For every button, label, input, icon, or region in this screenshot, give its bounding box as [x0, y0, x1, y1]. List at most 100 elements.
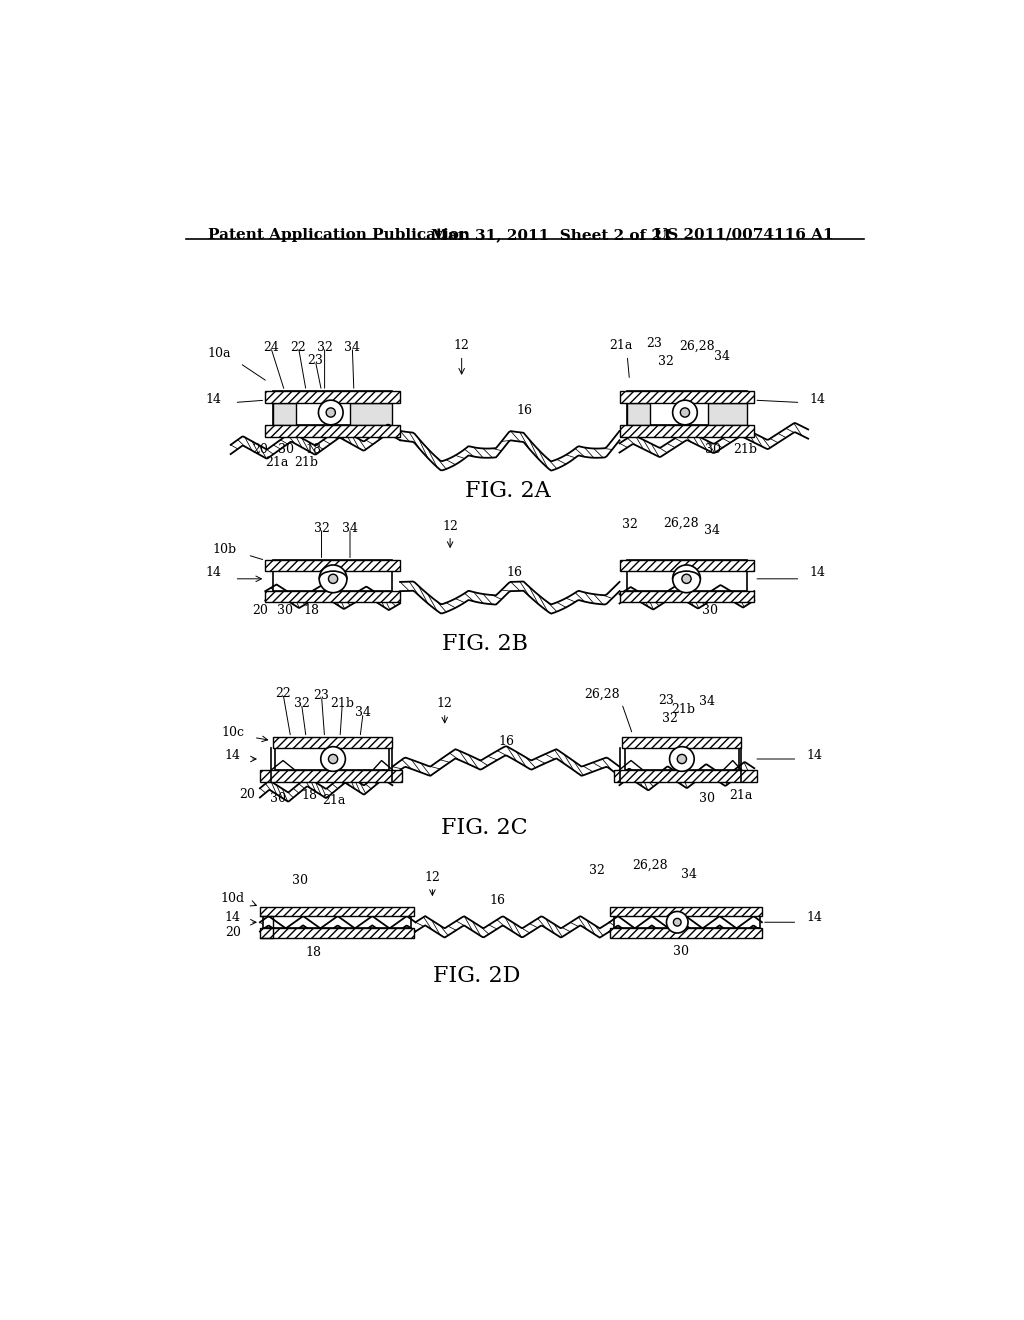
Bar [609, 928, 762, 937]
Text: 30: 30 [270, 792, 287, 805]
Text: 10d: 10d [220, 892, 245, 906]
Text: 23: 23 [307, 354, 324, 367]
Text: 18: 18 [303, 605, 319, 618]
Text: 20: 20 [252, 605, 268, 618]
Text: 30: 30 [292, 874, 308, 887]
Text: 18: 18 [306, 442, 322, 455]
Text: 10b: 10b [213, 543, 237, 556]
Text: FIG. 2D: FIG. 2D [433, 965, 521, 987]
Text: 22: 22 [275, 686, 291, 700]
Bar [625, 748, 739, 770]
Circle shape [682, 574, 691, 583]
Text: 21a: 21a [265, 457, 289, 470]
Polygon shape [628, 404, 650, 425]
Circle shape [318, 400, 343, 425]
Bar [263, 916, 411, 928]
Circle shape [670, 747, 694, 771]
Text: 16: 16 [506, 566, 522, 578]
Bar [265, 425, 400, 437]
Text: 21b: 21b [294, 457, 318, 470]
Bar [273, 561, 392, 591]
Text: 16: 16 [489, 894, 505, 907]
Text: 14: 14 [810, 566, 825, 578]
Text: 21b: 21b [331, 697, 354, 710]
Text: 21b: 21b [672, 702, 695, 715]
Text: 14: 14 [224, 911, 241, 924]
Polygon shape [273, 404, 296, 425]
Bar [622, 738, 741, 748]
Text: 12: 12 [425, 871, 440, 883]
Text: US 2011/0074116 A1: US 2011/0074116 A1 [654, 227, 834, 242]
Circle shape [677, 755, 686, 763]
Bar [620, 591, 755, 602]
Bar [620, 425, 755, 437]
Bar [260, 928, 414, 937]
Bar [609, 907, 762, 916]
Text: 10c: 10c [221, 726, 245, 739]
Text: 21a: 21a [609, 339, 633, 352]
Text: 12: 12 [442, 520, 458, 532]
Text: 34: 34 [681, 867, 696, 880]
Text: 22: 22 [291, 341, 306, 354]
Text: 14: 14 [206, 393, 221, 407]
Text: 30: 30 [705, 442, 721, 455]
Text: 34: 34 [714, 350, 730, 363]
Bar [275, 748, 389, 770]
Bar [628, 561, 746, 591]
Polygon shape [708, 404, 746, 425]
Text: Patent Application Publication: Patent Application Publication [208, 227, 470, 242]
Text: FIG. 2B: FIG. 2B [441, 632, 527, 655]
Circle shape [673, 565, 700, 593]
Circle shape [329, 755, 338, 763]
Text: Mar. 31, 2011  Sheet 2 of 21: Mar. 31, 2011 Sheet 2 of 21 [431, 227, 673, 242]
Text: 21a: 21a [323, 793, 345, 807]
Bar [265, 561, 400, 572]
Text: 26,28: 26,28 [584, 688, 620, 701]
Text: 12: 12 [437, 697, 453, 710]
Text: 23: 23 [657, 693, 674, 706]
Text: 34: 34 [355, 706, 371, 719]
Text: 26,28: 26,28 [680, 339, 715, 352]
Text: 14: 14 [224, 748, 241, 762]
Text: FIG. 2C: FIG. 2C [441, 817, 528, 840]
Text: 32: 32 [622, 517, 638, 531]
Bar [265, 391, 400, 404]
Text: 30: 30 [701, 605, 718, 618]
Text: 30: 30 [279, 442, 294, 455]
Text: FIG. 2A: FIG. 2A [465, 480, 551, 502]
Bar [628, 391, 746, 425]
Text: 26,28: 26,28 [664, 516, 699, 529]
Text: 32: 32 [662, 711, 678, 725]
Text: 30: 30 [673, 945, 689, 958]
Text: 18: 18 [306, 946, 322, 960]
Text: 14: 14 [206, 566, 221, 578]
Text: 20: 20 [225, 927, 241, 939]
Circle shape [674, 919, 681, 927]
Circle shape [319, 565, 347, 593]
Bar [614, 916, 761, 928]
Text: 26,28: 26,28 [633, 858, 668, 871]
Text: 32: 32 [313, 521, 330, 535]
Bar [620, 391, 755, 404]
Text: 14: 14 [810, 393, 825, 407]
Text: 12: 12 [454, 339, 470, 352]
Bar [273, 391, 392, 425]
Text: 21b: 21b [733, 442, 757, 455]
Text: 14: 14 [807, 748, 822, 762]
Bar [614, 770, 757, 781]
Circle shape [326, 408, 336, 417]
Bar [265, 591, 400, 602]
Text: 20: 20 [252, 442, 268, 455]
Text: 34: 34 [344, 341, 360, 354]
Text: 20: 20 [240, 788, 256, 800]
Circle shape [673, 400, 697, 425]
Text: 24: 24 [263, 341, 279, 354]
Text: 32: 32 [316, 341, 333, 354]
Text: 30: 30 [276, 605, 293, 618]
Text: 32: 32 [294, 697, 309, 710]
Text: 18: 18 [301, 789, 317, 803]
Text: 34: 34 [698, 696, 715, 708]
Text: 34: 34 [342, 521, 358, 535]
Text: 16: 16 [517, 404, 532, 417]
Text: 10a: 10a [207, 347, 230, 360]
